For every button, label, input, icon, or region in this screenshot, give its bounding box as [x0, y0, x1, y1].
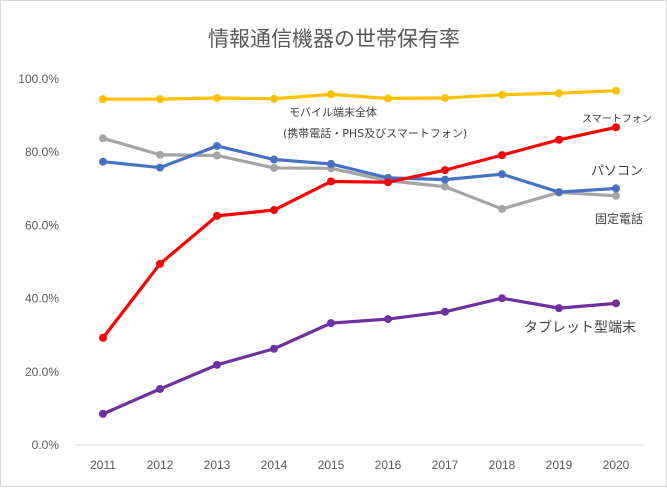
x-tick-label: 2012: [147, 458, 174, 472]
x-axis: 2011 2012 2013 2014 2015 2016 2017 2018 2019 2020: [75, 444, 644, 472]
data-point: [327, 319, 335, 328]
series-3: [99, 134, 620, 213]
data-point: [441, 94, 449, 103]
x-tick-label: 2014: [261, 458, 288, 472]
y-tick-label: 80.0%: [25, 145, 59, 159]
y-tick-label: 20.0%: [25, 365, 59, 379]
data-point: [213, 360, 221, 369]
data-point: [384, 315, 392, 324]
data-point: [612, 299, 620, 308]
data-point: [156, 150, 164, 159]
data-point: [213, 94, 221, 103]
data-point: [612, 191, 620, 200]
data-point: [555, 89, 563, 98]
x-tick-label: 2017: [432, 458, 459, 472]
data-point: [555, 304, 563, 313]
series-1: [99, 123, 620, 342]
series-0: [99, 86, 620, 104]
data-point: [213, 211, 221, 220]
x-tick-label: 2011: [90, 458, 116, 472]
series-line: [101, 125, 618, 340]
data-point: [498, 151, 506, 160]
series-label-landline: 固定電話: [595, 211, 643, 226]
data-point: [498, 90, 506, 99]
series-layer: [99, 86, 620, 418]
y-axis: 0.0% 20.0% 40.0% 60.0% 80.0% 100.0%: [18, 72, 59, 452]
y-tick-label: 40.0%: [25, 292, 59, 306]
y-tick-label: 60.0%: [25, 218, 59, 232]
data-point: [612, 86, 620, 95]
x-tick-label: 2020: [603, 458, 630, 472]
data-point: [612, 184, 620, 193]
data-point: [99, 409, 107, 418]
data-point: [213, 151, 221, 160]
x-tick-label: 2013: [204, 458, 231, 472]
data-point: [327, 177, 335, 186]
data-point: [327, 90, 335, 99]
data-point: [270, 155, 278, 164]
x-tick-label: 2015: [318, 458, 345, 472]
data-point: [270, 206, 278, 215]
data-point: [156, 259, 164, 268]
series-line: [101, 89, 618, 101]
data-point: [498, 170, 506, 179]
series-label-mobile-note: (携帯電話・PHS及びスマートフォン): [283, 126, 467, 140]
data-point: [498, 294, 506, 303]
data-point: [99, 134, 107, 143]
data-point: [156, 95, 164, 104]
chart-title: 情報通信機器の世帯保有率: [208, 27, 460, 51]
series-label-mobile: モバイル端末全体: [289, 105, 377, 119]
data-point: [384, 178, 392, 187]
data-point: [156, 163, 164, 172]
y-tick-label: 100.0%: [18, 72, 59, 86]
series-label-smartphone: スマートフォン: [582, 114, 652, 125]
x-tick-label: 2019: [546, 458, 573, 472]
x-tick-label: 2018: [489, 458, 516, 472]
y-tick-label: 0.0%: [32, 438, 60, 452]
data-point: [99, 157, 107, 166]
data-point: [441, 307, 449, 316]
series-label-tablet: タブレット型端末: [524, 319, 636, 336]
data-point: [555, 135, 563, 144]
data-point: [498, 204, 506, 213]
series-2: [99, 141, 620, 197]
series-line: [101, 144, 618, 194]
data-point: [270, 344, 278, 353]
data-point: [441, 182, 449, 191]
data-point: [555, 188, 563, 197]
data-point: [99, 95, 107, 104]
data-point: [327, 159, 335, 168]
data-point: [384, 94, 392, 103]
series-line: [101, 296, 618, 416]
data-point: [99, 333, 107, 342]
data-point: [270, 94, 278, 103]
data-point: [612, 123, 620, 132]
data-point: [213, 141, 221, 150]
series-label-pc: パソコン: [591, 164, 643, 179]
data-point: [441, 175, 449, 184]
series-4: [99, 294, 620, 418]
data-point: [441, 166, 449, 175]
x-tick-label: 2016: [375, 458, 402, 472]
series-line: [101, 136, 618, 211]
data-point: [270, 163, 278, 172]
data-point: [156, 385, 164, 394]
